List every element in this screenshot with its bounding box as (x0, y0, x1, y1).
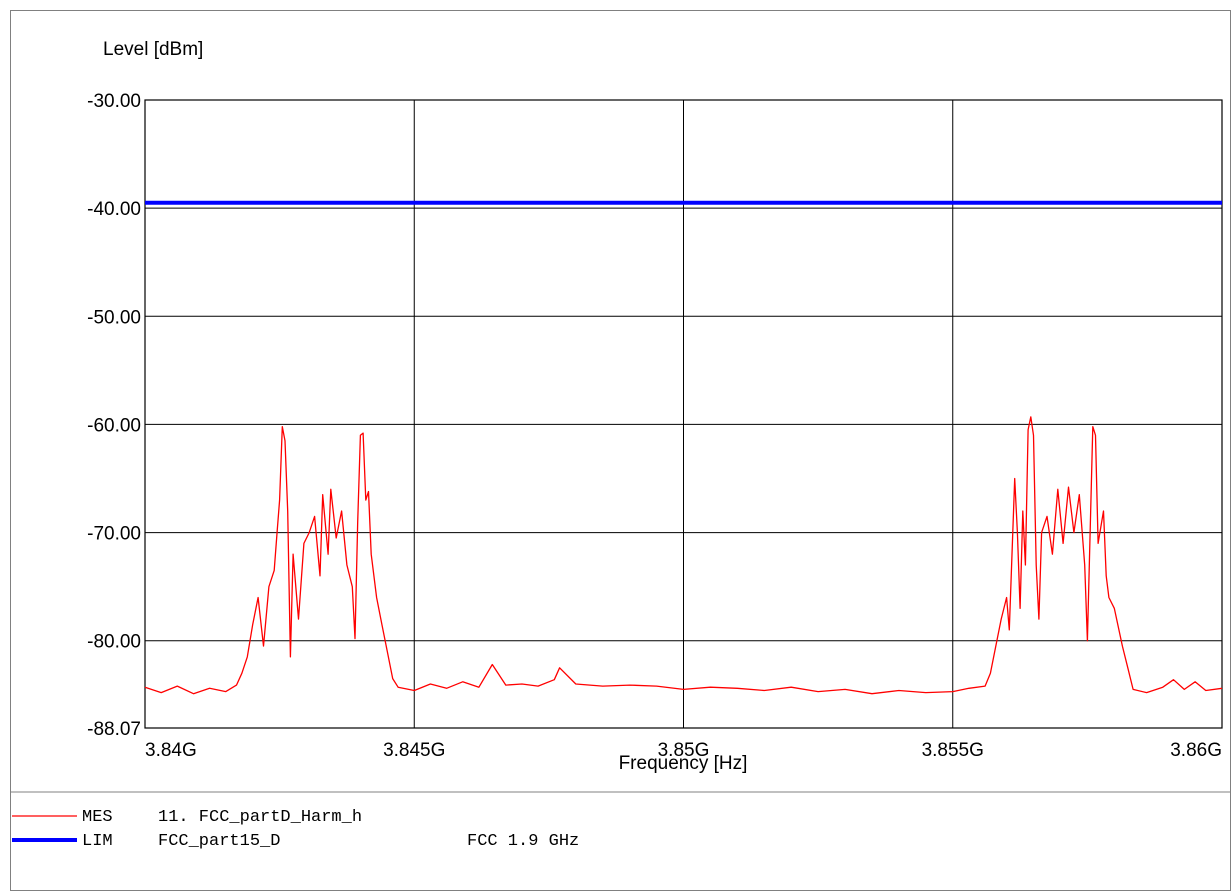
legend-description: FCC 1.9 GHz (467, 832, 579, 851)
x-tick-label: 3.85G (658, 740, 710, 761)
legend-tag: MES (82, 808, 113, 827)
y-tick-label: -40.00 (87, 199, 141, 220)
y-tick-label: -88.07 (87, 719, 141, 740)
y-tick-label: -30.00 (87, 91, 141, 112)
y-tick-label: -50.00 (87, 307, 141, 328)
y-axis-title: Level [dBm] (103, 39, 203, 60)
x-tick-labels: 3.84G 3.845G 3.85G 3.855G 3.86G (145, 740, 1222, 761)
legend-tag: LIM (82, 832, 113, 851)
series-group (144, 200, 1223, 695)
legend-trace-id: FCC_part15_D (158, 832, 280, 851)
x-tick-label: 3.845G (383, 740, 445, 761)
legend-trace-id: 11. FCC_partD_Harm_h (158, 808, 362, 827)
y-tick-labels: -30.00 -40.00 -50.00 -60.00 -70.00 -80.00 -88.… (87, 91, 141, 740)
x-tick-label: 3.84G (145, 740, 197, 761)
y-tick-label: -80.00 (87, 632, 141, 653)
y-tick-label: -70.00 (87, 524, 141, 545)
chart-frame (10, 10, 1231, 891)
legend: MES 11. FCC_partD_Harm_h LIM FCC_part15_D FC… (12, 808, 579, 851)
x-tick-label: 3.86G (1170, 740, 1222, 761)
x-axis-title: Frequency [Hz] (619, 753, 748, 774)
x-tick-label: 3.855G (922, 740, 984, 761)
y-tick-label: -60.00 (87, 415, 141, 436)
series-line-mes (144, 416, 1223, 695)
